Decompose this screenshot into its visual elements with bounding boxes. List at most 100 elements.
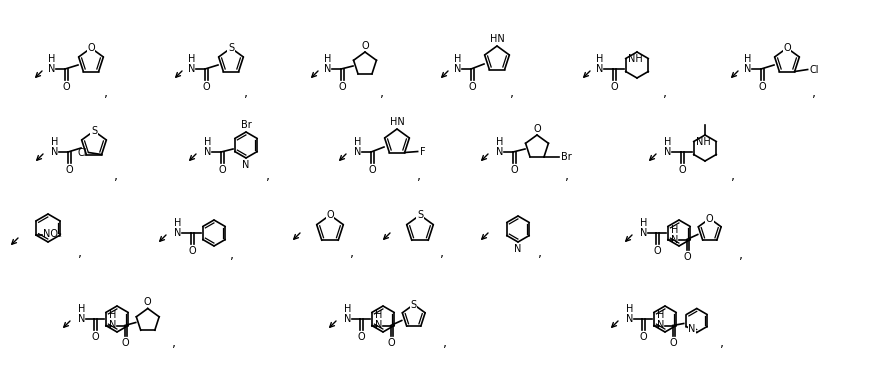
Text: H: H: [51, 136, 58, 147]
Text: ,: ,: [440, 247, 444, 260]
Text: N: N: [671, 234, 678, 245]
Text: ,: ,: [244, 87, 248, 100]
Text: S: S: [91, 126, 97, 136]
Text: ,: ,: [510, 87, 514, 100]
Text: H: H: [596, 53, 603, 64]
Text: N: N: [109, 320, 117, 330]
Text: O: O: [678, 165, 686, 175]
Text: H: H: [324, 53, 331, 64]
Text: N: N: [188, 64, 195, 74]
Text: H: H: [664, 136, 671, 147]
Text: O: O: [368, 165, 376, 175]
Text: N: N: [174, 228, 181, 238]
Text: O: O: [610, 82, 618, 92]
Text: H: H: [48, 53, 56, 64]
Text: ,: ,: [565, 170, 569, 183]
Text: H: H: [657, 311, 664, 320]
Text: N: N: [48, 64, 56, 74]
Text: N: N: [514, 244, 521, 254]
Text: H: H: [745, 53, 752, 64]
Text: N: N: [496, 147, 504, 157]
Text: H: H: [640, 218, 648, 227]
Text: N: N: [688, 323, 696, 333]
Text: O: O: [388, 338, 396, 347]
Text: ,: ,: [731, 170, 735, 183]
Text: H: H: [454, 53, 461, 64]
Text: H: H: [671, 224, 678, 234]
Text: NH: NH: [696, 136, 711, 147]
Text: H: H: [344, 304, 351, 314]
Text: HN: HN: [390, 117, 405, 127]
Text: Br: Br: [241, 120, 251, 130]
Text: O: O: [92, 332, 99, 342]
Text: N: N: [375, 320, 383, 330]
Text: ,: ,: [812, 87, 816, 100]
Text: ,: ,: [78, 247, 82, 260]
Text: O: O: [670, 338, 678, 347]
Text: O: O: [326, 210, 334, 220]
Text: N: N: [454, 64, 461, 74]
Text: N: N: [596, 64, 603, 74]
Text: H: H: [78, 304, 85, 314]
Text: N: N: [78, 314, 85, 324]
Text: ,: ,: [443, 337, 447, 350]
Text: O: O: [87, 43, 95, 53]
Text: H: H: [375, 311, 383, 320]
Text: H: H: [496, 136, 504, 147]
Text: O: O: [533, 123, 541, 133]
Text: ,: ,: [230, 249, 234, 262]
Text: N: N: [324, 64, 331, 74]
Text: ,: ,: [380, 87, 384, 100]
Text: ,: ,: [739, 249, 743, 262]
Text: ,: ,: [172, 337, 176, 350]
Text: O: O: [684, 251, 691, 261]
Text: Cl: Cl: [77, 147, 86, 157]
Text: O: O: [639, 332, 647, 342]
Text: H: H: [174, 218, 181, 227]
Text: O: O: [65, 165, 73, 175]
Text: O: O: [468, 82, 476, 92]
Text: N: N: [745, 64, 752, 74]
Text: S: S: [228, 43, 234, 53]
Text: N: N: [664, 147, 671, 157]
Text: Cl: Cl: [809, 64, 819, 75]
Text: O: O: [653, 246, 661, 256]
Text: ,: ,: [104, 87, 108, 100]
Text: H: H: [188, 53, 195, 64]
Text: O: O: [218, 165, 226, 175]
Text: N: N: [657, 320, 664, 330]
Text: O: O: [122, 338, 130, 347]
Text: HN: HN: [489, 34, 504, 43]
Text: H: H: [354, 136, 362, 147]
Text: N: N: [51, 147, 58, 157]
Text: N: N: [640, 228, 648, 238]
Text: O: O: [510, 165, 518, 175]
Text: N: N: [354, 147, 362, 157]
Text: O: O: [188, 246, 196, 256]
Text: O: O: [783, 43, 791, 53]
Text: ,: ,: [538, 247, 542, 260]
Text: F: F: [419, 147, 426, 157]
Text: O: O: [361, 40, 369, 51]
Text: ,: ,: [114, 170, 118, 183]
Text: O: O: [706, 213, 713, 224]
Text: N: N: [204, 147, 212, 157]
Text: O: O: [338, 82, 346, 92]
Text: NO₂: NO₂: [43, 229, 62, 239]
Text: ,: ,: [266, 170, 270, 183]
Text: O: O: [144, 297, 152, 307]
Text: O: O: [358, 332, 365, 342]
Text: H: H: [204, 136, 212, 147]
Text: ,: ,: [663, 87, 667, 100]
Text: O: O: [63, 82, 70, 92]
Text: N: N: [344, 314, 351, 324]
Text: S: S: [417, 210, 423, 220]
Text: ,: ,: [417, 170, 421, 183]
Text: N: N: [242, 160, 249, 170]
Text: N: N: [626, 314, 634, 324]
Text: ,: ,: [350, 247, 354, 260]
Text: O: O: [759, 82, 766, 92]
Text: S: S: [411, 299, 417, 309]
Text: H: H: [109, 311, 117, 320]
Text: ,: ,: [720, 337, 724, 350]
